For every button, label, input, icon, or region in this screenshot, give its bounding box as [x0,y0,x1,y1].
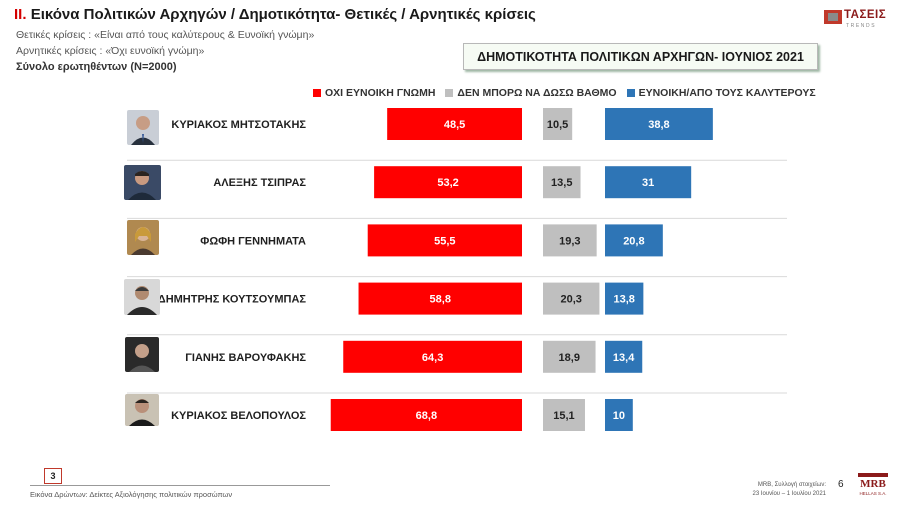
category-label: ΚΥΡΙΑΚΟΣ ΒΕΛΟΠΟΥΛΟΣ [171,410,306,422]
logo-tagline: TRENDS [846,23,877,29]
category-label: ΑΛΕΞΗΣ ΤΣΙΠΡΑΣ [213,177,306,189]
logo-name: ΤΑΣΕΙΣ [844,9,887,21]
value-label-negative: 68,8 [416,410,437,422]
bar-no-answer [543,282,600,315]
bar-no-answer [543,224,597,257]
value-label-no-answer: 18,9 [559,352,580,364]
footer-divider [30,485,330,486]
category-label: ΦΩΦΗ ΓΕΝΝΗΜΑΤΑ [200,235,306,247]
portrait-image [124,165,161,200]
value-label-positive: 13,8 [613,294,634,306]
bar-positive [605,166,692,199]
mrb-logo: MRB HELLAS S.A. [858,473,888,499]
bar-positive [605,108,713,140]
value-label-negative: 64,3 [422,352,443,364]
portrait-image [127,110,159,145]
bar-no-answer [543,108,573,140]
legend-item-negative: ΟΧΙ ΕΥΝΟΙΚΗ ΓΝΩΜΗ [313,87,435,99]
value-label-no-answer: 10,5 [547,119,568,131]
page-number: 6 [838,479,844,490]
footer-caption: Εικόνα Δρώντων: Δείκτες Αξιολόγησης πολι… [30,490,233,499]
value-label-no-answer: 13,5 [551,177,572,189]
value-label-no-answer: 20,3 [561,294,582,306]
bar-negative [343,340,522,373]
taseis-logo: ΤΑΣΕΙΣ TRENDS [824,9,888,29]
bar-negative [387,108,522,140]
bar-no-answer [543,340,596,373]
negative-definition: Αρνητικές κρίσεις : «Όχι ευνοϊκή γνώμη» [16,45,205,57]
value-label-positive: 31 [642,177,654,189]
legend-item-positive: ΕΥΝΟΙΚΗ/ΑΠΟ ΤΟΥΣ ΚΑΛΥΤΕΡΟΥΣ [626,87,816,99]
chart-legend: ΟΧΙ ΕΥΝΟΙΚΗ ΓΝΩΜΗ ΔΕΝ ΜΠΟΡΩ ΝΑ ΔΩΣΩ ΒΑΘΜ… [313,86,826,100]
bar-positive [605,282,644,315]
legend-swatch [313,89,321,97]
bar-positive [605,340,643,373]
bar-negative [358,282,522,315]
bar-no-answer [543,166,581,199]
value-label-negative: 48,5 [444,119,465,131]
value-label-positive: 13,4 [613,352,635,364]
legend-item-no-answer: ΔΕΝ ΜΠΟΡΩ ΝΑ ΔΩΣΩ ΒΑΘΜΟ [445,87,617,99]
bar-negative [374,166,522,199]
bar-negative [367,224,522,257]
chart-title: ΔΗΜΟΤΙΚΟΤΗΤΑ ΠΟΛΙΤΙΚΩΝ ΑΡΧΗΓΩΝ- ΙΟΥΝΙΟΣ … [463,43,818,70]
section-number: II. [14,6,27,23]
legend-swatch [626,89,635,97]
portrait-image [125,337,159,372]
value-label-no-answer: 19,3 [559,235,580,247]
portrait-image [127,220,159,255]
portrait-image [124,279,160,315]
bar-positive [605,399,633,431]
value-label-negative: 53,2 [437,177,458,189]
section-page-box: 3 [44,468,62,484]
bar-no-answer [543,399,585,431]
value-label-positive: 38,8 [648,119,669,131]
positive-definition: Θετικές κρίσεις : «Είναι από τους καλύτε… [16,29,315,41]
value-label-no-answer: 15,1 [553,410,574,422]
value-label-positive: 10 [613,410,625,422]
category-label: ΚΥΡΙΑΚΟΣ ΜΗΤΣΟΤΑΚΗΣ [171,119,306,131]
value-label-positive: 20,8 [623,235,644,247]
category-label: ΔΗΜΗΤΡΗΣ ΚΟΥΤΣΟΥΜΠΑΣ [158,294,307,306]
value-label-negative: 55,5 [434,235,455,247]
legend-swatch [445,89,454,97]
sample-size: Σύνολο ερωτηθέντων (N=2000) [16,61,177,73]
value-label-negative: 58,8 [430,294,451,306]
page-title: II. Εικόνα Πολιτικών Αρχηγών / Δημοτικότ… [14,6,536,23]
data-collection-note: MRB, Συλλογή στοιχείων: 23 Ιουνίου – 1 Ι… [752,482,826,497]
portrait-image [125,394,159,426]
bar-positive [605,224,663,257]
category-label: ΓΙΑΝΗΣ ΒΑΡΟΥΦΑΚΗΣ [185,352,306,364]
bar-negative [330,399,522,431]
title-text: Εικόνα Πολιτικών Αρχηγών / Δημοτικότητα-… [30,6,536,23]
